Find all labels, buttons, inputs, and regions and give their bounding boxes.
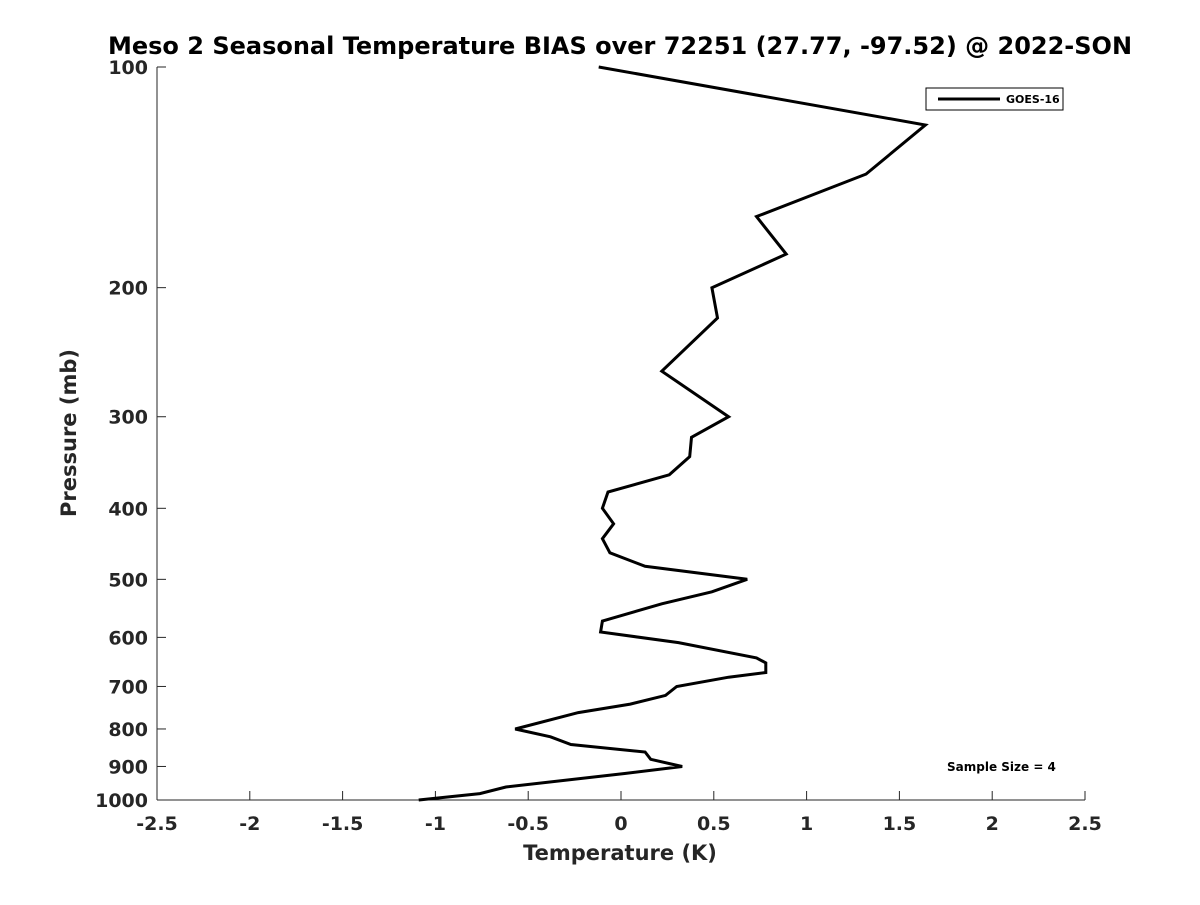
y-axis-label: Pressure (mb) <box>57 349 81 517</box>
series-line-goes-16 <box>418 65 929 802</box>
sample-size-annotation: Sample Size = 4 <box>947 760 1056 774</box>
x-tick-label: -1 <box>425 813 446 835</box>
x-tick-label: 1.5 <box>883 813 917 835</box>
x-tick-label: -1.5 <box>322 813 364 835</box>
plot-area <box>418 65 929 802</box>
axes: -2.5 -2 -1.5 -1 -0.5 0 0.5 1 1.5 2 2.5 100 200 300 400… <box>95 57 1102 835</box>
y-tick-label: 200 <box>108 278 148 300</box>
y-tick-label: 600 <box>108 627 148 649</box>
y-tick-label: 500 <box>108 569 148 591</box>
y-tick-label: 700 <box>108 676 148 698</box>
y-tick-label: 800 <box>108 719 148 741</box>
x-tick-label: 2.5 <box>1068 813 1102 835</box>
x-tick-label: 0 <box>614 813 627 835</box>
y-tick-label: 900 <box>108 756 148 778</box>
legend: GOES-16 <box>925 87 1064 111</box>
y-tick-label: 100 <box>108 57 148 79</box>
x-tick-label: 0.5 <box>697 813 731 835</box>
x-axis-label: Temperature (K) <box>523 841 717 865</box>
y-tick-label: 400 <box>108 498 148 520</box>
x-tick-label: 2 <box>986 813 999 835</box>
x-tick-label: -2 <box>239 813 260 835</box>
legend-label-goes16: GOES-16 <box>1006 93 1060 106</box>
y-tick-label: 300 <box>108 407 148 429</box>
y-tick-label: 1000 <box>95 790 148 812</box>
x-tick-label: -2.5 <box>136 813 178 835</box>
x-tick-label: 1 <box>800 813 813 835</box>
x-tick-label: -0.5 <box>507 813 549 835</box>
chart-title: Meso 2 Seasonal Temperature BIAS over 72… <box>108 32 1132 60</box>
